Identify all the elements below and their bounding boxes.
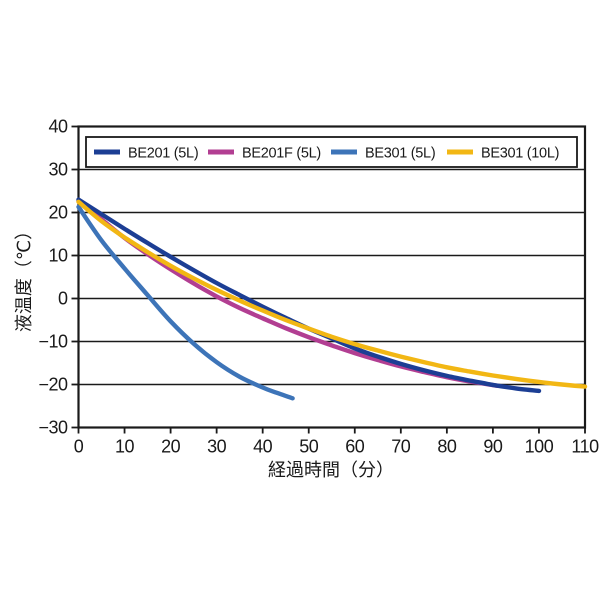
series-line-be201f-5l- xyxy=(76,198,500,388)
series-lines xyxy=(76,197,588,401)
y-tick-label: −20 xyxy=(38,375,68,395)
y-tick-label: 0 xyxy=(58,289,68,309)
y-tick-label: −30 xyxy=(38,418,68,438)
x-tick-label: 20 xyxy=(161,437,181,457)
legend: BE201 (5L) BE201F (5L) BE301 (5L) BE301 (10… xyxy=(85,136,578,168)
y-tick-label: 10 xyxy=(48,246,68,266)
x-tick-label: 80 xyxy=(437,437,457,457)
legend-item: BE201 (5L) xyxy=(94,146,199,162)
legend-item-label: BE201F (5L) xyxy=(242,146,321,162)
x-tick-label: 110 xyxy=(571,437,599,457)
y-axis-title: 液温度（℃） xyxy=(14,222,34,332)
x-tick-label: 90 xyxy=(483,437,503,457)
x-tick-label: 0 xyxy=(74,437,84,457)
series-line-be301-10l- xyxy=(76,199,588,389)
x-axis-title: 経過時間（分） xyxy=(268,460,394,480)
x-tick-label: 50 xyxy=(299,437,319,457)
x-tick-label: 70 xyxy=(391,437,411,457)
legend-item: BE301 (10L) xyxy=(447,146,559,162)
legend-item: BE301 (5L) xyxy=(331,146,436,162)
axis-ticks xyxy=(71,125,586,434)
plot-border xyxy=(77,125,587,429)
y-tick-label: 40 xyxy=(48,117,68,137)
x-tick-label: 30 xyxy=(207,437,227,457)
y-tick-label: −10 xyxy=(38,332,68,352)
x-tick-label: 60 xyxy=(345,437,365,457)
x-tick-label: 40 xyxy=(253,437,273,457)
legend-item-label: BE301 (5L) xyxy=(365,146,435,162)
y-tick-label: 30 xyxy=(48,160,68,180)
y-tick-label: 20 xyxy=(48,203,68,223)
series-line-be301-5l- xyxy=(76,204,295,401)
legend-item-label: BE301 (10L) xyxy=(481,146,559,162)
x-tick-label: 10 xyxy=(115,437,135,457)
x-tick-label: 100 xyxy=(525,437,554,457)
gridlines xyxy=(78,168,585,386)
legend-item-label: BE201 (5L) xyxy=(128,146,198,162)
legend-box xyxy=(85,136,578,168)
legend-item: BE201F (5L) xyxy=(208,146,321,162)
